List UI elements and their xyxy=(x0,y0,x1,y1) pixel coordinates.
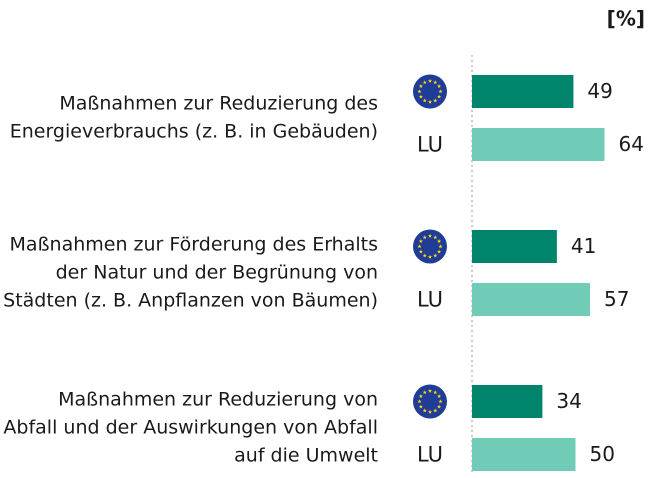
flag-star xyxy=(418,394,423,399)
flag-star xyxy=(433,408,438,413)
flag-star xyxy=(427,99,433,104)
bar xyxy=(472,128,605,161)
flag-star xyxy=(417,89,422,94)
unit-label: [%] xyxy=(607,7,645,31)
bar xyxy=(472,75,574,108)
bar xyxy=(472,283,590,316)
flag-star xyxy=(417,244,422,249)
flag-star xyxy=(427,233,433,238)
flag-star xyxy=(437,404,442,409)
flag-star xyxy=(418,84,423,89)
flag-star xyxy=(427,254,433,259)
legend-label: LU xyxy=(417,443,443,467)
legend-label: LU xyxy=(417,288,443,312)
flag-star xyxy=(427,409,433,414)
eu-flag xyxy=(413,74,447,109)
flag-disc xyxy=(413,74,447,109)
bar xyxy=(472,385,543,418)
flag-star xyxy=(433,235,438,240)
category-label: auf die Umwelt xyxy=(234,445,378,467)
category-label: Maßnahmen zur Reduzierung des xyxy=(59,93,378,115)
category-label: Städten (z. B. Anpflanzen von Bäumen) xyxy=(3,290,378,312)
category-label: der Natur und der Begrünung von xyxy=(56,262,378,284)
flag-star xyxy=(427,388,433,393)
flag-disc xyxy=(413,229,447,264)
flag-star xyxy=(438,399,443,404)
flag-star xyxy=(433,80,438,85)
value-label: 49 xyxy=(587,79,612,103)
flag-star xyxy=(417,399,422,404)
value-label: 41 xyxy=(571,234,596,258)
legend-label: LU xyxy=(417,133,443,157)
flag-star xyxy=(422,80,427,85)
flag-star xyxy=(418,249,423,254)
flag-disc xyxy=(413,384,447,419)
flag-star xyxy=(418,404,423,409)
flag-star xyxy=(438,244,443,249)
flag-star xyxy=(422,408,427,413)
flag-star xyxy=(437,239,442,244)
category-label: Energieverbrauchs (z. B. in Gebäuden) xyxy=(10,121,378,143)
value-label: 64 xyxy=(618,132,643,156)
bar xyxy=(472,230,557,263)
flag-star xyxy=(433,390,438,395)
flag-star xyxy=(418,239,423,244)
flag-star xyxy=(433,253,438,258)
flag-star xyxy=(437,94,442,99)
flag-star xyxy=(418,94,423,99)
category-label: Maßnahmen zur Reduzierung von xyxy=(58,389,378,411)
flag-star xyxy=(437,84,442,89)
flag-star xyxy=(422,390,427,395)
flag-star xyxy=(433,98,438,103)
eu-flag xyxy=(413,384,447,419)
flag-star xyxy=(438,89,443,94)
category-label: Maßnahmen zur Förderung des Erhalts xyxy=(10,234,378,256)
value-label: 57 xyxy=(604,287,629,311)
flag-star xyxy=(437,394,442,399)
flag-star xyxy=(437,249,442,254)
flag-star xyxy=(427,78,433,83)
flag-star xyxy=(422,98,427,103)
category-label: Abfall und der Auswirkungen von Abfall xyxy=(3,417,378,439)
bar xyxy=(472,438,576,471)
value-label: 50 xyxy=(590,442,615,466)
eu-flag xyxy=(413,229,447,264)
flag-star xyxy=(422,235,427,240)
flag-star xyxy=(422,253,427,258)
value-label: 34 xyxy=(556,389,581,413)
